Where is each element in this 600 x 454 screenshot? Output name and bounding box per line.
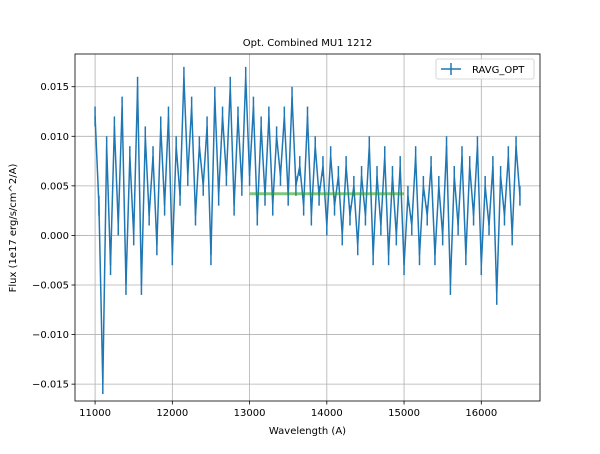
chart-title: Opt. Combined MU1 1212 xyxy=(243,38,372,49)
x-tick-label: 12000 xyxy=(156,408,188,419)
y-tick-label: 0.015 xyxy=(40,82,69,93)
y-axis-ticks: 0.015 0.010 0.005 0.000 −0.005 −0.010 −0.015 xyxy=(32,82,75,391)
legend-box xyxy=(435,58,535,80)
y-tick-label: −0.015 xyxy=(32,380,69,391)
plot-area xyxy=(94,66,521,395)
x-tick-label: 13000 xyxy=(234,408,266,419)
legend: RAVG_OPT xyxy=(435,58,535,80)
x-axis-ticks: 11000 12000 13000 14000 15000 16000 xyxy=(79,401,497,419)
y-tick-label: −0.010 xyxy=(32,330,69,341)
y-axis-label: Flux (1e17 erg/s/cm^2/A) xyxy=(8,164,19,293)
x-tick-label: 16000 xyxy=(465,408,497,419)
x-tick-label: 15000 xyxy=(388,408,420,419)
axes-frame xyxy=(74,53,541,402)
y-tick-label: 0.000 xyxy=(40,231,69,242)
y-tick-label: 0.010 xyxy=(40,132,69,143)
x-axis-label: Wavelength (A) xyxy=(269,426,346,437)
legend-label-ravg-opt: RAVG_OPT xyxy=(472,65,525,76)
x-tick-label: 14000 xyxy=(311,408,343,419)
y-tick-label: 0.005 xyxy=(40,181,69,192)
series-line-ravg-opt xyxy=(94,76,521,385)
y-tick-label: −0.005 xyxy=(32,281,69,292)
grid xyxy=(75,54,540,401)
x-tick-label: 11000 xyxy=(79,408,111,419)
